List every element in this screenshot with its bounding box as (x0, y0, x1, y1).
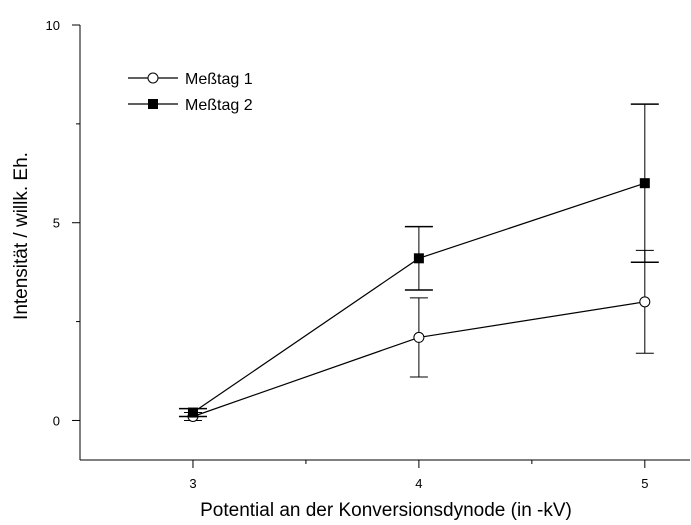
y-tick-label: 0 (53, 413, 60, 428)
legend-label: Meßtag 2 (185, 97, 253, 114)
y-tick-label: 5 (53, 216, 60, 231)
y-tick-label: 10 (46, 18, 60, 33)
legend-label: Meßtag 1 (185, 71, 253, 88)
x-tick-label: 5 (641, 476, 648, 491)
axes: 0 5 10 3 4 5 (46, 18, 690, 491)
data-point (639, 296, 651, 308)
data-point (413, 253, 424, 264)
data-point (187, 407, 198, 418)
data-point (639, 178, 650, 189)
legend: Meßtag 1 Meßtag 2 (128, 71, 253, 114)
legend-marker (147, 72, 159, 84)
x-tick-label: 3 (189, 476, 196, 491)
y-axis-title: Intensität / willk. Eh. (11, 152, 32, 320)
series-2 (178, 103, 659, 418)
legend-marker (148, 99, 158, 109)
x-tick-label: 4 (415, 476, 422, 491)
series-layer (178, 103, 659, 422)
x-axis-title: Potential an der Konversionsdynode (in -… (200, 500, 572, 521)
data-point (413, 331, 425, 343)
